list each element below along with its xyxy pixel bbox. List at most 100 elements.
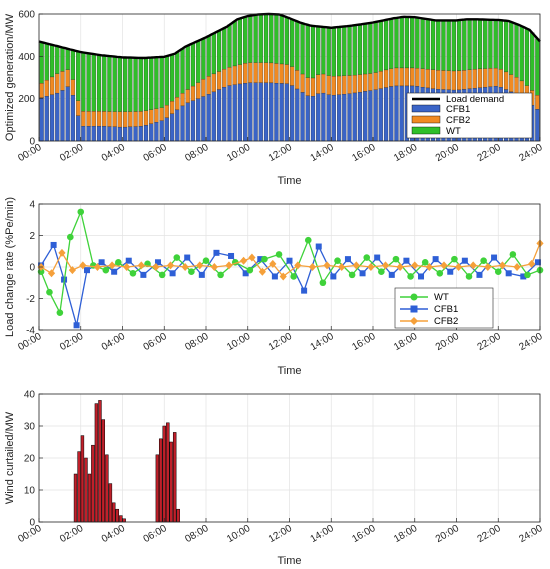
p1-bar-cfb1 bbox=[86, 126, 91, 142]
p1-ylabel: Optimized generation/MW bbox=[4, 13, 16, 141]
p3-xtick-label: 22:00 bbox=[476, 523, 504, 545]
p1-bar-wt bbox=[169, 54, 175, 102]
p2-point-cfb2 bbox=[248, 253, 256, 262]
p1-bar-wt bbox=[415, 17, 420, 69]
p2-point-cfb2 bbox=[454, 263, 463, 271]
p1-bar-wt bbox=[305, 24, 310, 78]
p3-xtick-label: 08:00 bbox=[183, 523, 211, 545]
p1-bar-wt bbox=[368, 22, 373, 74]
p1-bar-cfb2 bbox=[451, 70, 456, 91]
p2-point-wt bbox=[77, 208, 85, 216]
p1-bar-cfb2 bbox=[102, 111, 107, 127]
p1-bar-cfb1 bbox=[321, 92, 326, 142]
p2-point-wt bbox=[56, 309, 64, 316]
p1-bar-cfb2 bbox=[211, 73, 216, 93]
legend-wt-marker bbox=[410, 293, 418, 301]
p1-bar-cfb2 bbox=[483, 68, 488, 88]
p3-xtick-label: 12:00 bbox=[267, 523, 295, 545]
p1-bar-wt bbox=[211, 33, 216, 75]
p2-point-wt bbox=[115, 258, 122, 266]
p1-bar-wt bbox=[91, 53, 96, 112]
p1-bar-cfb2 bbox=[420, 68, 425, 88]
p3-bar bbox=[122, 518, 126, 523]
p1-xtick-label: 08:00 bbox=[183, 142, 211, 164]
p1-bar-cfb2 bbox=[149, 109, 154, 124]
p1-bar-cfb2 bbox=[410, 67, 415, 87]
p1-bar-cfb2 bbox=[399, 67, 404, 87]
legend-wt: WT bbox=[434, 292, 449, 303]
p1-bar-wt bbox=[253, 14, 258, 63]
p3-bar bbox=[115, 508, 119, 523]
p2-xtick-label: 04:00 bbox=[100, 331, 128, 353]
p2-point-cfb1 bbox=[374, 254, 381, 261]
p2-point-cfb2 bbox=[367, 263, 375, 271]
p1-bar-cfb1 bbox=[378, 88, 383, 142]
p1-bar-cfb1 bbox=[222, 87, 227, 142]
p2-point-cfb2 bbox=[513, 263, 521, 271]
p1-bar-wt bbox=[394, 17, 399, 69]
p1-bar-cfb1 bbox=[107, 126, 112, 142]
p2-point-cfb2 bbox=[528, 259, 536, 268]
p3-bar bbox=[119, 515, 123, 523]
p1-bar-wt bbox=[383, 19, 389, 71]
p1-bar-cfb2 bbox=[535, 95, 540, 110]
p3-ytick-label: 30 bbox=[24, 422, 36, 433]
p1-bar-wt bbox=[123, 57, 128, 112]
p1-bar-wt bbox=[488, 19, 493, 69]
p1-bar-cfb1 bbox=[211, 91, 216, 142]
p1-bar-wt bbox=[284, 17, 289, 65]
p1-bar-cfb2 bbox=[305, 77, 310, 97]
p2-point-cfb1 bbox=[242, 270, 249, 277]
p2-point-cfb2 bbox=[225, 261, 233, 270]
p1-bar-cfb2 bbox=[133, 111, 138, 127]
p2-point-cfb1 bbox=[505, 270, 512, 277]
p1-bar-cfb1 bbox=[206, 94, 211, 142]
p1-bar-cfb2 bbox=[347, 75, 352, 94]
p3-ytick-label: 40 bbox=[24, 390, 36, 401]
p1-xtick-label: 02:00 bbox=[58, 142, 86, 164]
p1-bar-wt bbox=[216, 30, 222, 72]
p2-point-wt bbox=[334, 257, 341, 265]
legend-cfb2-marker bbox=[410, 317, 418, 325]
p1-bar-cfb2 bbox=[446, 70, 451, 90]
p1-bar-cfb1 bbox=[91, 126, 96, 142]
p1-bar-cfb1 bbox=[169, 113, 175, 142]
p2-point-wt bbox=[37, 268, 45, 276]
p1-bar-wt bbox=[425, 19, 430, 70]
p1-bar-cfb2 bbox=[44, 80, 49, 97]
p1-bar-cfb2 bbox=[253, 62, 258, 83]
legend-load-demand: Load demand bbox=[446, 94, 504, 105]
p1-bar-wt bbox=[81, 52, 86, 112]
p2-point-cfb1 bbox=[301, 287, 308, 294]
p3-bar bbox=[162, 425, 166, 523]
p1-bar-cfb2 bbox=[331, 76, 336, 96]
p1-bar-cfb1 bbox=[175, 109, 180, 142]
p1-bar-cfb2 bbox=[96, 111, 102, 127]
p2-point-cfb1 bbox=[111, 268, 118, 275]
p1-bar-wt bbox=[509, 21, 514, 75]
p2-point-cfb2 bbox=[411, 261, 419, 270]
p1-xlabel: Time bbox=[277, 175, 301, 187]
p3-bar bbox=[158, 438, 163, 523]
p1-bar-wt bbox=[514, 23, 519, 78]
p2-point-cfb1 bbox=[476, 271, 483, 278]
p3-bar bbox=[87, 473, 92, 523]
p1-bar-cfb2 bbox=[457, 70, 462, 91]
p1-bar-cfb1 bbox=[310, 96, 316, 142]
p1-bar-cfb2 bbox=[154, 108, 159, 123]
p3-xtick-label: 24:00 bbox=[517, 523, 545, 545]
panel-wind-curtailed: 00:00 02:00 04:00 06:00 08:00 10:00 12:00 14:00… bbox=[4, 390, 545, 568]
p2-point-cfb2 bbox=[152, 263, 160, 271]
p1-bar-cfb1 bbox=[342, 94, 347, 142]
p1-bar-wt bbox=[530, 32, 535, 91]
p1-bar-cfb2 bbox=[394, 67, 399, 87]
p1-bar-wt bbox=[316, 26, 321, 75]
p2-xtick-label: 18:00 bbox=[392, 331, 420, 353]
legend-wt: WT bbox=[446, 126, 461, 137]
p1-bar-cfb1 bbox=[399, 85, 404, 142]
p2-xtick-label: 24:00 bbox=[517, 331, 545, 353]
p1-bar-cfb2 bbox=[248, 62, 253, 83]
p3-bar bbox=[112, 502, 116, 523]
p2-point-wt bbox=[188, 268, 195, 276]
p1-bar-cfb2 bbox=[91, 111, 96, 127]
